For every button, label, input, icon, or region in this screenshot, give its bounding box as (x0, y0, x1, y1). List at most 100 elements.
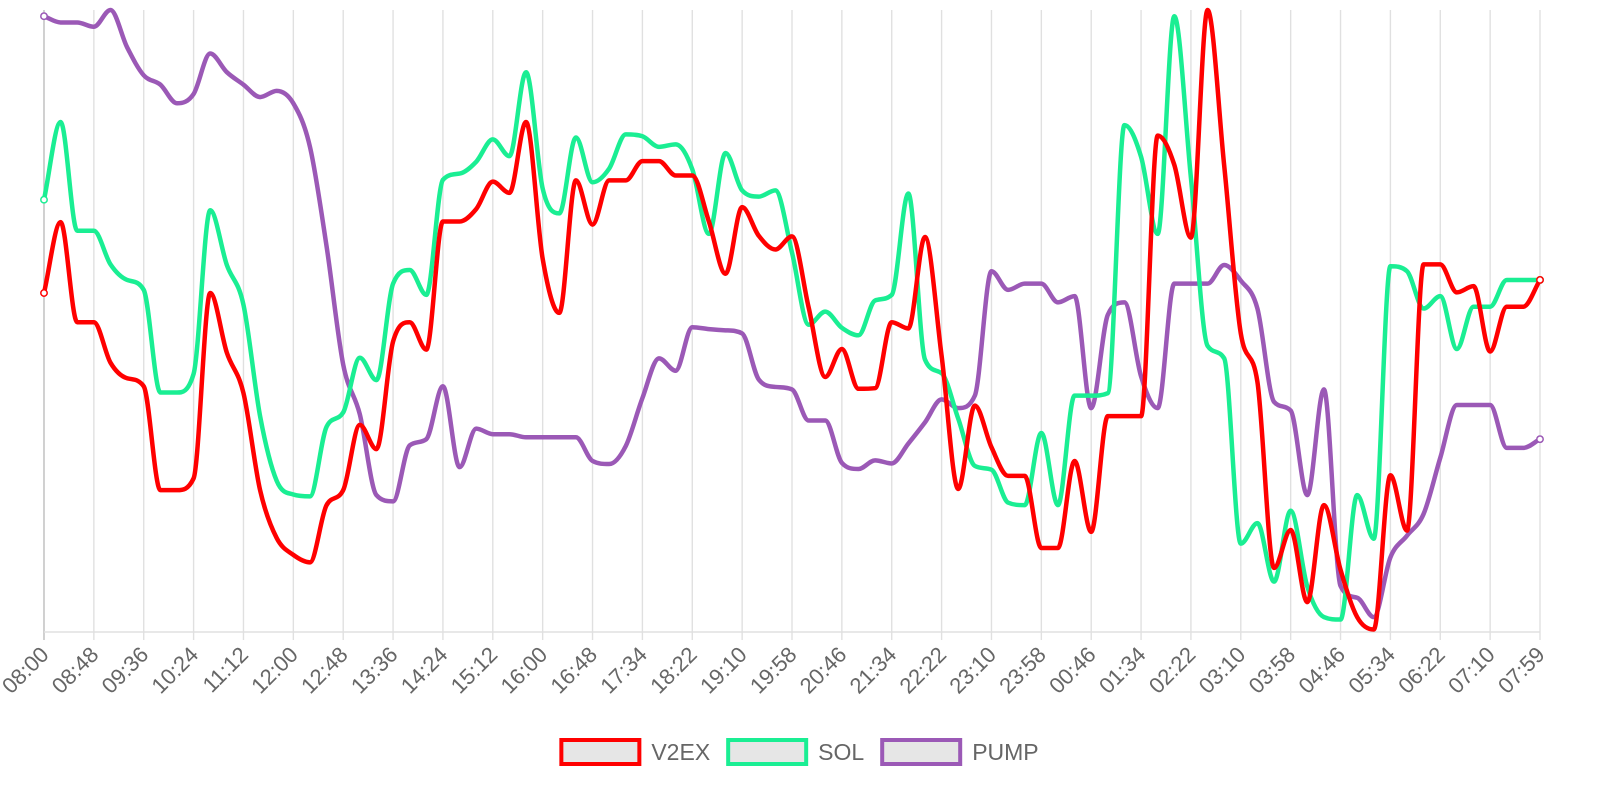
data-point[interactable] (574, 178, 578, 183)
data-point[interactable] (1122, 300, 1127, 305)
data-point[interactable] (1089, 406, 1093, 410)
data-point[interactable] (856, 386, 861, 391)
data-point[interactable] (474, 159, 478, 164)
data-point[interactable] (1255, 521, 1260, 525)
data-point[interactable] (889, 461, 894, 466)
data-point[interactable] (407, 443, 412, 448)
data-point[interactable] (374, 447, 379, 451)
data-point[interactable] (141, 73, 146, 78)
data-point[interactable] (225, 263, 229, 267)
data-point[interactable] (108, 262, 113, 267)
data-point[interactable] (125, 278, 129, 282)
data-point[interactable] (1488, 349, 1492, 354)
data-point[interactable] (889, 293, 894, 297)
data-point[interactable] (889, 320, 894, 325)
data-point[interactable] (1272, 579, 1276, 584)
data-point[interactable] (1006, 474, 1010, 478)
data-point[interactable] (1338, 617, 1343, 622)
data-point[interactable] (607, 462, 611, 466)
data-point[interactable] (524, 70, 528, 74)
data-point[interactable] (574, 135, 578, 140)
data-point[interactable] (1056, 300, 1060, 305)
data-point[interactable] (358, 412, 362, 417)
data-point[interactable] (723, 271, 728, 276)
data-point[interactable] (806, 418, 811, 423)
data-point[interactable] (640, 159, 645, 163)
data-point[interactable] (1355, 615, 1359, 619)
data-point[interactable] (840, 326, 844, 330)
data-point[interactable] (939, 397, 944, 402)
data-point[interactable] (1255, 380, 1260, 384)
data-point[interactable] (125, 45, 129, 50)
data-point[interactable] (391, 281, 395, 286)
data-point[interactable] (175, 390, 179, 395)
data-point[interactable] (92, 229, 96, 233)
data-point[interactable] (241, 82, 246, 87)
data-point[interactable] (507, 432, 512, 437)
data-point[interactable] (1355, 493, 1359, 497)
data-point[interactable] (939, 354, 944, 358)
data-point[interactable] (225, 350, 229, 355)
data-point[interactable] (756, 194, 761, 199)
data-point[interactable] (308, 145, 312, 149)
data-point[interactable] (1455, 403, 1459, 407)
data-point[interactable] (673, 368, 678, 373)
data-point[interactable] (906, 191, 911, 196)
data-point[interactable] (391, 499, 395, 504)
data-point[interactable] (1222, 163, 1226, 168)
data-point[interactable] (491, 137, 495, 142)
data-point[interactable] (823, 375, 828, 379)
data-point[interactable] (1421, 262, 1426, 267)
data-point[interactable] (58, 20, 63, 25)
data-point[interactable] (607, 166, 611, 171)
data-point[interactable] (1172, 163, 1177, 167)
data-point[interactable] (324, 244, 329, 249)
data-point[interactable] (424, 293, 429, 297)
data-point[interactable] (673, 173, 678, 178)
data-point[interactable] (524, 120, 528, 124)
data-point[interactable] (1305, 493, 1310, 497)
data-point[interactable] (707, 327, 711, 331)
data-point[interactable] (1006, 288, 1010, 292)
data-point[interactable] (1022, 281, 1027, 286)
data-point[interactable] (989, 467, 994, 472)
data-point[interactable] (873, 458, 877, 463)
data-point[interactable] (1155, 406, 1160, 410)
data-point[interactable] (540, 257, 545, 261)
data-point[interactable] (1455, 347, 1459, 351)
data-point[interactable] (973, 464, 977, 468)
data-point[interactable] (1504, 304, 1509, 309)
data-point[interactable] (1322, 387, 1326, 392)
data-point[interactable] (1388, 473, 1393, 478)
data-point[interactable] (856, 467, 861, 471)
data-point[interactable] (191, 92, 196, 96)
data-point[interactable] (1371, 615, 1376, 619)
data-point[interactable] (773, 247, 778, 252)
data-point[interactable] (1421, 306, 1426, 311)
data-point[interactable] (574, 435, 578, 440)
data-point[interactable] (1438, 456, 1443, 460)
data-point[interactable] (607, 178, 611, 183)
data-point[interactable] (241, 391, 246, 395)
data-point[interactable] (58, 120, 63, 124)
data-point[interactable] (141, 288, 146, 292)
data-point[interactable] (507, 154, 512, 158)
data-point[interactable] (1521, 304, 1526, 309)
data-point[interactable] (1106, 312, 1110, 317)
data-point[interactable] (1421, 512, 1426, 516)
data-point[interactable] (1106, 414, 1110, 418)
data-point[interactable] (1536, 435, 1544, 444)
legend-item-pump[interactable]: PUMP (880, 738, 1039, 766)
data-point[interactable] (707, 219, 711, 224)
data-point[interactable] (657, 159, 661, 163)
data-point[interactable] (1239, 331, 1243, 336)
data-point[interactable] (906, 441, 911, 446)
data-point[interactable] (40, 195, 48, 204)
data-point[interactable] (441, 384, 445, 389)
data-point[interactable] (524, 435, 528, 440)
data-point[interactable] (40, 12, 48, 21)
data-point[interactable] (1322, 615, 1326, 619)
data-point[interactable] (58, 220, 63, 224)
data-point[interactable] (141, 384, 146, 389)
data-point[interactable] (108, 360, 113, 365)
